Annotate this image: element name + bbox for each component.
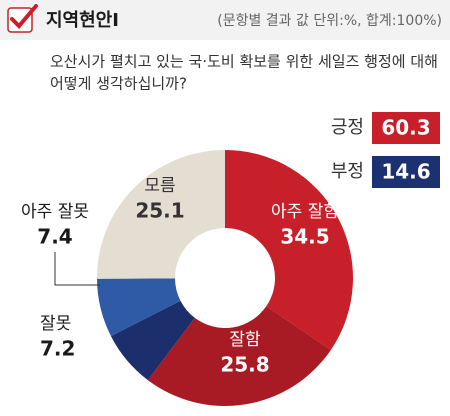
summary-value: 14.6 <box>381 160 430 184</box>
donut-slice <box>147 306 331 406</box>
slice-label: 모름 <box>144 176 175 196</box>
donut-slice <box>97 278 181 337</box>
summary-box <box>372 112 440 144</box>
question-line: 오산시가 펼치고 있는 국·도비 확보를 위한 세일즈 행정에 대해 <box>50 53 438 71</box>
slice-value: 25.8 <box>220 353 269 377</box>
leader-line <box>54 252 100 286</box>
check-box <box>7 7 33 33</box>
slice-value: 7.2 <box>40 337 75 361</box>
donut-slice <box>96 150 225 279</box>
summary-value: 60.3 <box>381 116 430 140</box>
summary-label: 긍정 <box>331 117 364 138</box>
slice-value: 25.1 <box>135 199 184 223</box>
slice-value: 7.4 <box>37 225 72 249</box>
question-line: 어떻게 생각하십니까? <box>50 75 187 93</box>
header-title: 지역현안Ⅰ <box>46 10 119 31</box>
check-icon <box>10 4 38 29</box>
summary-label: 부정 <box>331 161 364 182</box>
header-bar <box>0 0 450 40</box>
slice-label: 잘못 <box>40 314 71 334</box>
slice-label: 아주 잘함 <box>271 202 339 222</box>
header-subtitle: (문항별 결과 값 단위:%, 합계:100%) <box>217 13 442 29</box>
donut-slice <box>110 300 195 381</box>
slice-label: 잘함 <box>229 330 261 350</box>
summary-box <box>372 156 440 188</box>
slice-value: 34.5 <box>280 225 329 249</box>
slice-label: 아주 잘못 <box>21 202 89 222</box>
donut-slice <box>225 150 354 350</box>
